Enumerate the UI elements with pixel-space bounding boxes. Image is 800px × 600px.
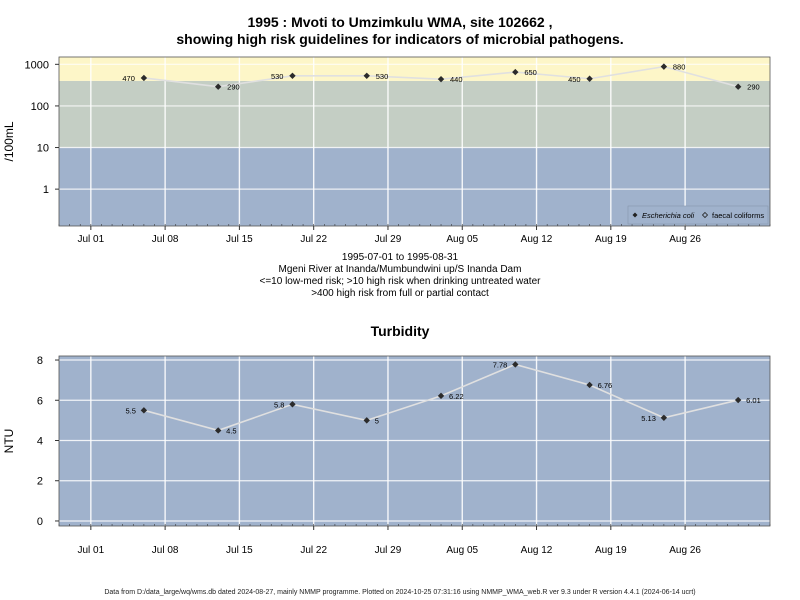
chart2-xtick-label: Aug 05: [446, 545, 478, 556]
chart2-ytick-label: 0: [37, 516, 43, 528]
chart2-point: [512, 361, 519, 368]
chart1-data-label: 290: [747, 83, 760, 92]
chart2-data-label: 6.01: [746, 396, 761, 405]
chart2-point: [289, 401, 296, 408]
chart2-xtick-label: Jul 15: [226, 545, 253, 556]
chart1-data-label: 880: [673, 63, 686, 72]
chart1-ytick-label: 1: [43, 184, 49, 196]
chart1-data-label: 290: [227, 83, 240, 92]
chart2-xtick-label: Jul 08: [152, 545, 179, 556]
chart1-xtick-label: Jul 08: [152, 234, 179, 245]
chart2-data-label: 5.8: [274, 400, 284, 409]
chart1-ytick-label: 100: [31, 101, 49, 113]
chart1-title-line2: showing high risk guidelines for indicat…: [176, 31, 624, 47]
chart1-xtick-label: Jul 22: [300, 234, 327, 245]
chart1-xtick-label: Aug 19: [595, 234, 627, 245]
chart1-data-label: 530: [376, 72, 389, 81]
chart2-data-label: 6.22: [449, 392, 464, 401]
chart2-xtick-label: Aug 12: [521, 545, 553, 556]
chart1-point: [289, 72, 296, 79]
chart1-xtick-label: Aug 26: [669, 234, 701, 245]
chart2-xtick-label: Jul 01: [77, 545, 104, 556]
subtitle-contact-risk: >400 high risk from full or partial cont…: [311, 288, 489, 299]
chart2-data-label: 7.78: [493, 360, 508, 369]
legend-marker-ecoli: [632, 212, 638, 218]
chart1-xtick-label: Jul 01: [77, 234, 104, 245]
chart1-point: [586, 75, 593, 82]
chart2-xtick-label: Aug 26: [669, 545, 701, 556]
chart1-title-line1: 1995 : Mvoti to Umzimkulu WMA, site 1026…: [247, 14, 553, 30]
chart2-ytick-label: 4: [37, 435, 43, 447]
chart1-xtick-label: Jul 15: [226, 234, 253, 245]
risk-band-1: [59, 80, 770, 148]
chart1-point: [140, 74, 148, 82]
chart2-data-label: 6.76: [598, 381, 613, 390]
chart1-point: [512, 68, 519, 76]
chart1-data-label: 650: [524, 68, 537, 77]
risk-band-2: [59, 57, 770, 81]
footer-note: Data from D:/data_large/wq/wms.db dated …: [104, 589, 696, 596]
chart2-xtick-label: Jul 29: [375, 545, 402, 556]
chart1-data-label: 440: [450, 75, 463, 84]
chart1-point: [660, 63, 668, 70]
chart2-data-label: 5.5: [125, 406, 135, 415]
subtitle-date-range: 1995-07-01 to 1995-08-31: [341, 252, 459, 263]
chart2-ylabel: NTU: [2, 429, 16, 454]
legend-marker-faecal: [701, 211, 709, 219]
chart2-frame: [58, 355, 771, 527]
chart2-xtick-label: Jul 22: [300, 545, 327, 556]
legend-label-ecoli: Escherichia coli: [642, 211, 694, 220]
chart1-ytick-label: 1000: [25, 59, 49, 71]
chart1-ytick-label: 10: [37, 143, 49, 155]
legend-label-faecal: faecal coliforms: [712, 211, 764, 220]
chart1-point: [437, 75, 445, 83]
chart1-legend-box: [627, 205, 769, 225]
chart1-data-label: 450: [568, 75, 581, 84]
chart2-ytick-label: 8: [37, 355, 43, 367]
chart1-xtick-label: Jul 29: [375, 234, 402, 245]
chart2-point: [660, 414, 668, 421]
chart2-point: [140, 407, 148, 414]
chart1-data-label: 530: [271, 72, 284, 81]
chart1-xtick-label: Aug 12: [521, 234, 553, 245]
chart2-xtick-label: Aug 19: [595, 545, 627, 556]
chart1-subtitle: 1995-07-01 to 1995-08-31 Mgeni River at …: [0, 252, 800, 300]
chart1-frame: [58, 56, 771, 227]
chart2-data-label: 5: [375, 416, 379, 425]
chart1-data-label: 470: [122, 74, 135, 83]
chart1-point: [734, 83, 742, 90]
chart1-point: [363, 72, 370, 79]
chart1-xtick-label: Aug 05: [446, 234, 478, 245]
chart2-point: [586, 381, 593, 389]
subtitle-site-name: Mgeni River at Inanda/Mumbundwini up/S I…: [278, 264, 522, 275]
chart1-point: [214, 83, 222, 90]
chart2-point: [214, 427, 222, 434]
chart1-ylabel: /100mL: [2, 121, 16, 161]
chart2-ytick-label: 6: [37, 395, 43, 407]
chart2-data-label: 4.5: [226, 426, 236, 435]
chart2-point: [363, 417, 370, 424]
chart2-title: Turbidity: [370, 323, 430, 339]
subtitle-drinking-risk: <=10 low-med risk; >10 high risk when dr…: [259, 276, 541, 287]
chart2-data-label: 5.13: [641, 414, 656, 423]
chart2-point: [437, 392, 445, 400]
chart2-ytick-label: 2: [37, 476, 43, 488]
chart2-point: [734, 396, 742, 404]
